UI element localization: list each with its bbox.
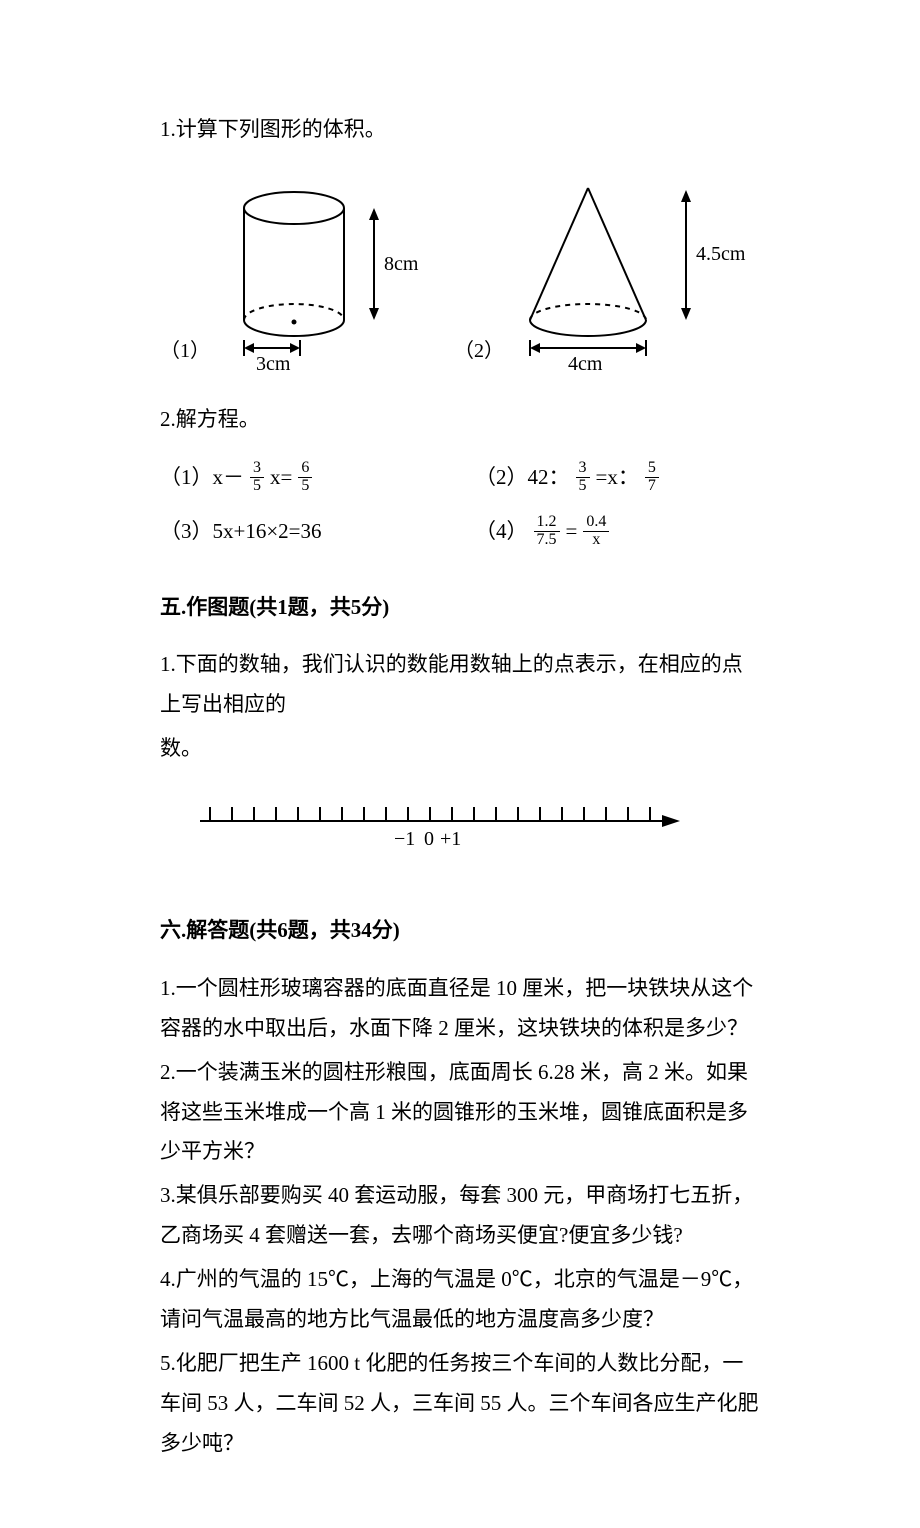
figure-2: （2） 4cm 4.5cm bbox=[454, 170, 748, 370]
eq1-mid: x= bbox=[270, 458, 292, 498]
section-6-title: 六.解答题(共6题，共34分) bbox=[160, 911, 760, 951]
question-solve-equation: 2.解方程。 bbox=[160, 400, 760, 440]
eq1-frac2: 65 bbox=[298, 460, 312, 495]
cylinder-height-text: 8cm bbox=[384, 253, 419, 275]
section-5-title: 五.作图题(共1题，共5分) bbox=[160, 588, 760, 628]
figure-1: （1） 3cm 8cm bbox=[160, 170, 424, 370]
equation-grid: （1）x－ 35 x= 65 （2）42： 35 =x： 57 （3）5x+16… bbox=[160, 458, 760, 552]
number-line-svg: −1 0 +1 bbox=[190, 791, 690, 861]
cylinder-radius-text: 3cm bbox=[256, 353, 291, 370]
answer-q5: 5.化肥厂把生产 1600 t 化肥的任务按三个车间的人数比分配，一车间 53 … bbox=[160, 1344, 760, 1464]
eq4-frac2: 0.4x bbox=[583, 514, 609, 549]
answer-q1: 1.一个圆柱形玻璃容器的底面直径是 10 厘米，把一块铁块从这个容器的水中取出后… bbox=[160, 969, 760, 1049]
eq2-mid: =x： bbox=[596, 458, 639, 498]
answer-q3: 3.某俱乐部要购买 40 套运动服，每套 300 元，甲商场打七五折，乙商场买 … bbox=[160, 1176, 760, 1256]
eq4-prefix: （4） bbox=[475, 512, 528, 552]
numline-pos1: +1 bbox=[440, 828, 461, 850]
equation-4: （4） 1.27.5 = 0.4x bbox=[475, 512, 760, 552]
eq2-frac2: 57 bbox=[645, 460, 659, 495]
question-numberline-line1: 1.下面的数轴，我们认识的数能用数轴上的点表示，在相应的点上写出相应的 bbox=[160, 645, 760, 725]
numline-zero: 0 bbox=[424, 828, 434, 850]
cone-height-text: 4.5cm bbox=[696, 243, 746, 265]
answer-q4: 4.广州的气温的 15℃，上海的气温是 0℃，北京的气温是－9℃，请问气温最高的… bbox=[160, 1260, 760, 1340]
figure-1-label: （1） bbox=[160, 332, 210, 370]
eq4-eq: = bbox=[566, 512, 578, 552]
figure-2-label: （2） bbox=[454, 332, 504, 370]
numline-neg1: −1 bbox=[394, 828, 415, 850]
eq4-frac1: 1.27.5 bbox=[534, 514, 560, 549]
question-numberline-line2: 数。 bbox=[160, 729, 760, 769]
figures-row: （1） 3cm 8cm bbox=[160, 170, 760, 370]
cylinder-svg: 3cm 8cm bbox=[214, 170, 424, 370]
eq1-prefix: （1）x－ bbox=[160, 458, 244, 498]
cone-svg: 4cm 4.5cm bbox=[508, 170, 748, 370]
answer-q2: 2.一个装满玉米的圆柱形粮囤，底面周长 6.28 米，高 2 米。如果将这些玉米… bbox=[160, 1053, 760, 1173]
number-line: −1 0 +1 bbox=[190, 791, 760, 875]
question-calc-volume: 1.计算下列图形的体积。 bbox=[160, 110, 760, 150]
eq1-frac1: 35 bbox=[250, 460, 264, 495]
eq2-prefix: （2）42： bbox=[475, 458, 570, 498]
equation-2: （2）42： 35 =x： 57 bbox=[475, 458, 760, 498]
equation-1: （1）x－ 35 x= 65 bbox=[160, 458, 445, 498]
cone-diameter-text: 4cm bbox=[568, 353, 603, 370]
eq2-frac1: 35 bbox=[576, 460, 590, 495]
equation-3: （3）5x+16×2=36 bbox=[160, 512, 445, 552]
